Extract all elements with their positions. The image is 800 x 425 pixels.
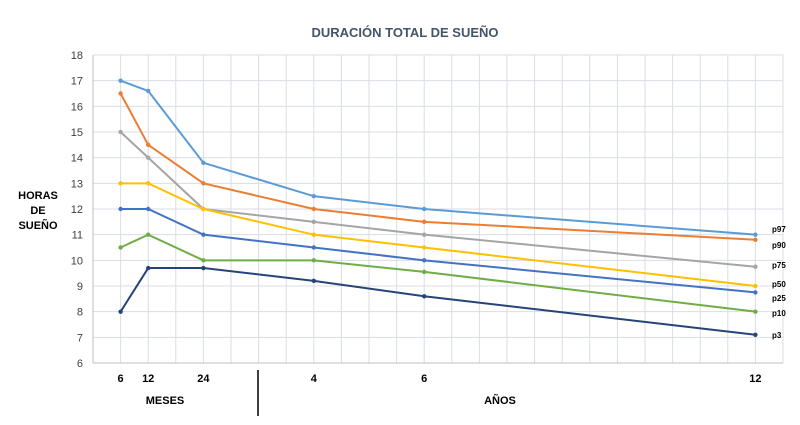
- data-point-p50: [201, 206, 206, 212]
- data-point-p97: [118, 78, 123, 83]
- data-point-p25: [201, 232, 206, 237]
- x-tick-label: 4: [311, 373, 318, 385]
- data-point-p90: [311, 206, 316, 212]
- series-label-p50: p50: [772, 280, 786, 289]
- data-point-p25: [753, 290, 758, 295]
- data-point-p50: [753, 283, 758, 289]
- data-point-p97: [753, 232, 758, 237]
- data-point-p10: [201, 258, 206, 263]
- data-point-p97: [311, 193, 316, 199]
- data-point-p97: [201, 160, 206, 165]
- data-point-p10: [146, 232, 151, 237]
- data-point-p75: [146, 155, 151, 160]
- series-line-p90: [119, 93, 756, 241]
- y-axis-title-line-2: DE: [30, 205, 45, 217]
- data-point-p10: [422, 269, 427, 275]
- y-tick-labels: 6 7 8 9 10 11 12 13 14 15 16 17 18: [71, 50, 83, 370]
- data-point-p10: [311, 258, 316, 263]
- x-tick-label: 24: [197, 373, 210, 385]
- x-group-label-years: AÑOS: [484, 394, 516, 407]
- data-point-p90: [422, 219, 427, 225]
- x-tick-label: 6: [118, 373, 124, 385]
- series-labels: p97 p90 p75 p50 p25 p10 p3: [772, 225, 786, 340]
- series-label-p3: p3: [772, 331, 782, 340]
- series-label-p97: p97: [772, 225, 786, 234]
- series-label-p90: p90: [772, 241, 786, 250]
- y-tick-label: 9: [77, 281, 83, 293]
- data-point-p97: [422, 206, 427, 212]
- x-tick-label: 12: [749, 373, 761, 385]
- series-label-p10: p10: [772, 309, 786, 318]
- data-point-p90: [753, 237, 758, 242]
- data-point-p97: [146, 88, 151, 94]
- data-point-p3: [311, 278, 316, 284]
- series-line-p10: [120, 233, 756, 313]
- data-point-p25: [422, 258, 427, 263]
- data-point-p75: [311, 219, 316, 225]
- y-tick-label: 14: [71, 153, 83, 165]
- y-tick-label: 17: [71, 76, 83, 88]
- data-point-p10: [753, 309, 758, 314]
- data-point-p10: [118, 245, 123, 250]
- data-point-p75: [753, 264, 758, 269]
- series-lines: [118, 78, 758, 337]
- data-point-p90: [201, 181, 206, 186]
- series-label-p25: p25: [772, 294, 786, 303]
- x-tick-label: 6: [421, 373, 427, 385]
- y-tick-label: 12: [71, 204, 83, 216]
- series-line-p3: [119, 267, 756, 336]
- chart-title: DURACIÓN TOTAL DE SUEÑO: [311, 25, 498, 40]
- series-line-p97: [120, 79, 756, 236]
- data-point-p3: [422, 294, 427, 299]
- y-tick-label: 16: [71, 101, 83, 113]
- data-point-p75: [118, 129, 123, 135]
- series-line-p25: [120, 208, 756, 294]
- y-tick-label: 8: [77, 307, 83, 319]
- y-tick-label: 13: [71, 178, 83, 190]
- x-group-label-months: MESES: [146, 395, 185, 407]
- y-tick-label: 18: [71, 50, 83, 62]
- y-tick-label: 7: [77, 332, 83, 344]
- series-line-p75: [119, 131, 756, 268]
- x-tick-labels: 6 12 24 4 6 12: [118, 373, 762, 385]
- data-point-p25: [146, 206, 151, 212]
- data-point-p50: [422, 245, 427, 250]
- data-point-p90: [118, 91, 123, 96]
- data-point-p50: [311, 232, 316, 237]
- data-point-p90: [146, 142, 151, 148]
- y-axis-title-line-3: SUEÑO: [18, 219, 58, 232]
- grid: [92, 54, 784, 364]
- data-point-p3: [201, 265, 206, 271]
- data-point-p3: [753, 332, 758, 337]
- data-point-p25: [311, 245, 316, 250]
- series-label-p75: p75: [772, 261, 786, 270]
- y-tick-label: 6: [77, 358, 83, 370]
- data-point-p25: [118, 206, 123, 212]
- series-line-p50: [120, 182, 756, 287]
- data-point-p50: [118, 181, 123, 186]
- y-tick-label: 11: [72, 230, 83, 242]
- data-point-p75: [422, 232, 427, 237]
- data-point-p3: [118, 309, 123, 314]
- y-tick-label: 10: [71, 255, 83, 267]
- y-tick-label: 15: [71, 127, 83, 139]
- x-tick-label: 12: [142, 373, 154, 385]
- y-axis-title-line-1: HORAS: [18, 190, 58, 202]
- data-point-p3: [146, 265, 151, 271]
- data-point-p50: [146, 181, 151, 186]
